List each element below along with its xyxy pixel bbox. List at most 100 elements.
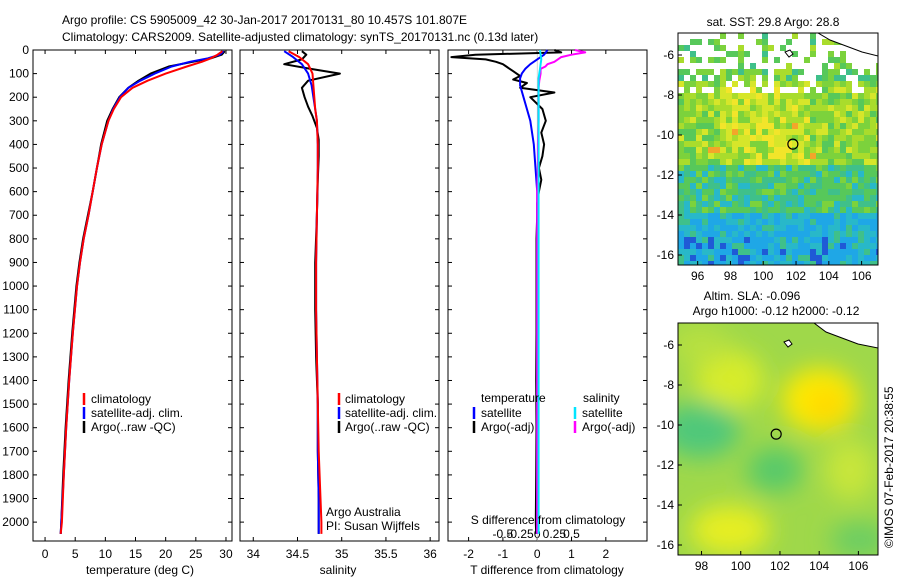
sst-cell: [708, 249, 714, 255]
sst-cell: [846, 81, 852, 87]
sst-cell: [852, 213, 858, 219]
sst-cell: [708, 201, 714, 207]
sst-cell: [714, 99, 720, 105]
sst-cell: [858, 231, 864, 237]
sst-cell: [708, 189, 714, 195]
sst-cell: [780, 189, 786, 195]
sst-cell: [792, 237, 798, 243]
sst-cell: [786, 141, 792, 147]
sst-cell: [768, 189, 774, 195]
sst-cell: [714, 177, 720, 183]
sst-cell: [696, 213, 702, 219]
sst-cell: [810, 147, 816, 153]
sst-cell: [792, 99, 798, 105]
depth-tick-label: 0: [22, 43, 29, 57]
sst-cell: [822, 249, 828, 255]
sst-cell: [756, 237, 762, 243]
sst-cell: [840, 153, 846, 159]
sst-cell: [756, 261, 762, 265]
sst-cell: [744, 189, 750, 195]
legend-label-satellite: satellite-adj. clim.: [91, 406, 183, 420]
sst-cell: [684, 237, 690, 243]
sst-cell: [834, 255, 840, 261]
sst-cell: [696, 123, 702, 129]
sst-cell: [696, 129, 702, 135]
sst-cell: [756, 39, 762, 45]
sst-cell: [702, 105, 708, 111]
sst-cell: [762, 135, 768, 141]
sst-cell: [678, 93, 684, 99]
sst-cell: [858, 117, 864, 123]
depth-tick-label: 1500: [2, 397, 29, 411]
sst-cell: [744, 243, 750, 249]
header-title: Argo profile: CS 5905009_42 30-Jan-2017 …: [62, 13, 467, 27]
sst-cell: [858, 75, 864, 81]
sst-cell: [870, 183, 876, 189]
sst-cell: [798, 123, 804, 129]
sst-island: [784, 49, 794, 58]
sst-cell: [750, 99, 756, 105]
sst-cell: [876, 141, 878, 147]
sst-cell: [744, 249, 750, 255]
sst-cell: [846, 87, 852, 93]
sst-cell: [780, 195, 786, 201]
sst-cell: [744, 177, 750, 183]
sst-cell: [756, 177, 762, 183]
sst-cell: [870, 243, 876, 249]
sst-cell: [720, 33, 726, 39]
sst-cell: [828, 93, 834, 99]
sst-cell: [828, 69, 834, 75]
sst-cell: [744, 105, 750, 111]
sst-cell: [750, 255, 756, 261]
map-y-tick-label: -14: [657, 498, 675, 512]
sst-cell: [810, 213, 816, 219]
sst-cell: [786, 153, 792, 159]
sst-cell: [732, 153, 738, 159]
sst-cell: [786, 117, 792, 123]
sst-cell: [810, 51, 816, 57]
sst-cell: [738, 243, 744, 249]
sst-cell: [678, 225, 684, 231]
sst-cell: [714, 225, 720, 231]
sst-cell: [762, 171, 768, 177]
sst-cell: [744, 171, 750, 177]
sst-cell: [702, 111, 708, 117]
sst-cell: [732, 159, 738, 165]
depth-tick-label: 1100: [3, 303, 29, 317]
sst-cell: [756, 153, 762, 159]
sst-cell: [870, 189, 876, 195]
sst-cell: [846, 93, 852, 99]
sst-cell: [768, 231, 774, 237]
sst-cell: [828, 219, 834, 225]
sst-cell: [792, 117, 798, 123]
sst-cell: [852, 123, 858, 129]
sst-cell: [714, 147, 720, 153]
sst-cell: [852, 171, 858, 177]
temperature-x-tick-label: 25: [189, 547, 203, 561]
sst-cell: [828, 171, 834, 177]
sst-cell: [774, 111, 780, 117]
sst-cell: [792, 123, 798, 129]
sst-cell: [786, 195, 792, 201]
sst-cell: [864, 231, 870, 237]
sst-cell: [792, 201, 798, 207]
sst-cell: [780, 177, 786, 183]
sst-cell: [780, 147, 786, 153]
sst-cell: [732, 81, 738, 87]
sst-cell: [756, 207, 762, 213]
sst-cell: [798, 159, 804, 165]
sst-cell: [768, 249, 774, 255]
depth-tick-label: 200: [9, 90, 29, 104]
sst-cell: [816, 255, 822, 261]
sst-cell: [774, 105, 780, 111]
sst-cell: [798, 105, 804, 111]
sst-cell: [852, 105, 858, 111]
sst-cell: [780, 219, 786, 225]
sst-cell: [756, 189, 762, 195]
sst-cell: [726, 153, 732, 159]
sst-cell: [678, 105, 684, 111]
legend-label-t-argo: Argo(-adj): [481, 420, 534, 434]
sst-cell: [810, 141, 816, 147]
sst-cell: [780, 75, 786, 81]
sst-cell: [762, 249, 768, 255]
